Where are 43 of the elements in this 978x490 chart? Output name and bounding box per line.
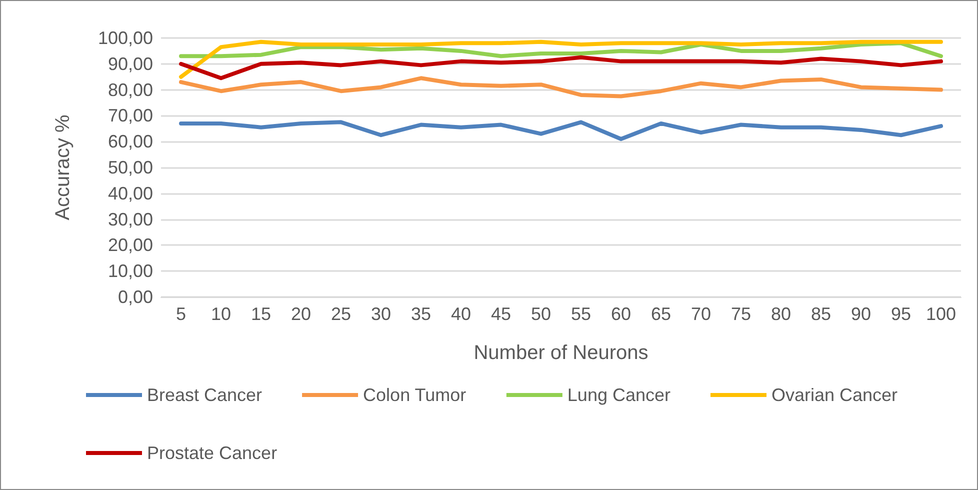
legend-label: Ovarian Cancer [771, 385, 898, 405]
x-tick-label: 35 [410, 304, 432, 324]
x-tick-label: 100 [926, 304, 956, 324]
y-tick-label: 60,00 [108, 132, 153, 152]
x-tick-label: 85 [810, 304, 832, 324]
x-tick-label: 95 [890, 304, 912, 324]
line-series [179, 41, 943, 58]
y-tick-label: 30,00 [108, 209, 153, 230]
line-series [179, 76, 943, 98]
x-tick-label: 25 [330, 304, 352, 324]
x-tick-label: 70 [690, 304, 712, 324]
line-series [179, 120, 943, 142]
x-tick-label: 80 [770, 304, 792, 324]
x-tick-label: 20 [290, 304, 312, 324]
y-tick-label: 10,00 [108, 261, 153, 282]
x-tick-label: 50 [530, 304, 552, 324]
x-tick-label: 75 [730, 304, 752, 324]
y-axis-title: Accuracy % [52, 114, 74, 220]
x-tick-label: 10 [210, 304, 232, 324]
legend-label: Prostate Cancer [147, 443, 278, 463]
x-tick-label: 5 [176, 304, 186, 324]
y-tick-label: 100,00 [98, 28, 153, 48]
y-tick-label: 70,00 [108, 106, 153, 126]
x-tick-label: 40 [450, 304, 472, 324]
line-series [179, 55, 943, 80]
x-tick-label: 55 [570, 304, 592, 324]
legend-label: Colon Tumor [363, 385, 466, 405]
legend-label: Breast Cancer [147, 385, 262, 405]
y-tick-label: 40,00 [108, 183, 153, 204]
x-tick-label: 15 [250, 304, 272, 324]
legend-label: Lung Cancer [567, 385, 670, 405]
y-tick-label: 80,00 [108, 80, 153, 100]
x-axis-title: Number of Neurons [474, 342, 648, 364]
y-tick-label: 90,00 [108, 54, 153, 74]
y-tick-label: 50,00 [108, 158, 153, 178]
x-tick-label: 45 [490, 304, 512, 324]
y-tick-label: 0,00 [118, 287, 153, 307]
y-tick-label: 20,00 [108, 235, 153, 256]
x-tick-label: 30 [370, 304, 392, 324]
line-series [179, 40, 943, 79]
x-tick-label: 90 [850, 304, 872, 324]
x-tick-label: 65 [650, 304, 672, 324]
x-tick-label: 60 [610, 304, 632, 324]
